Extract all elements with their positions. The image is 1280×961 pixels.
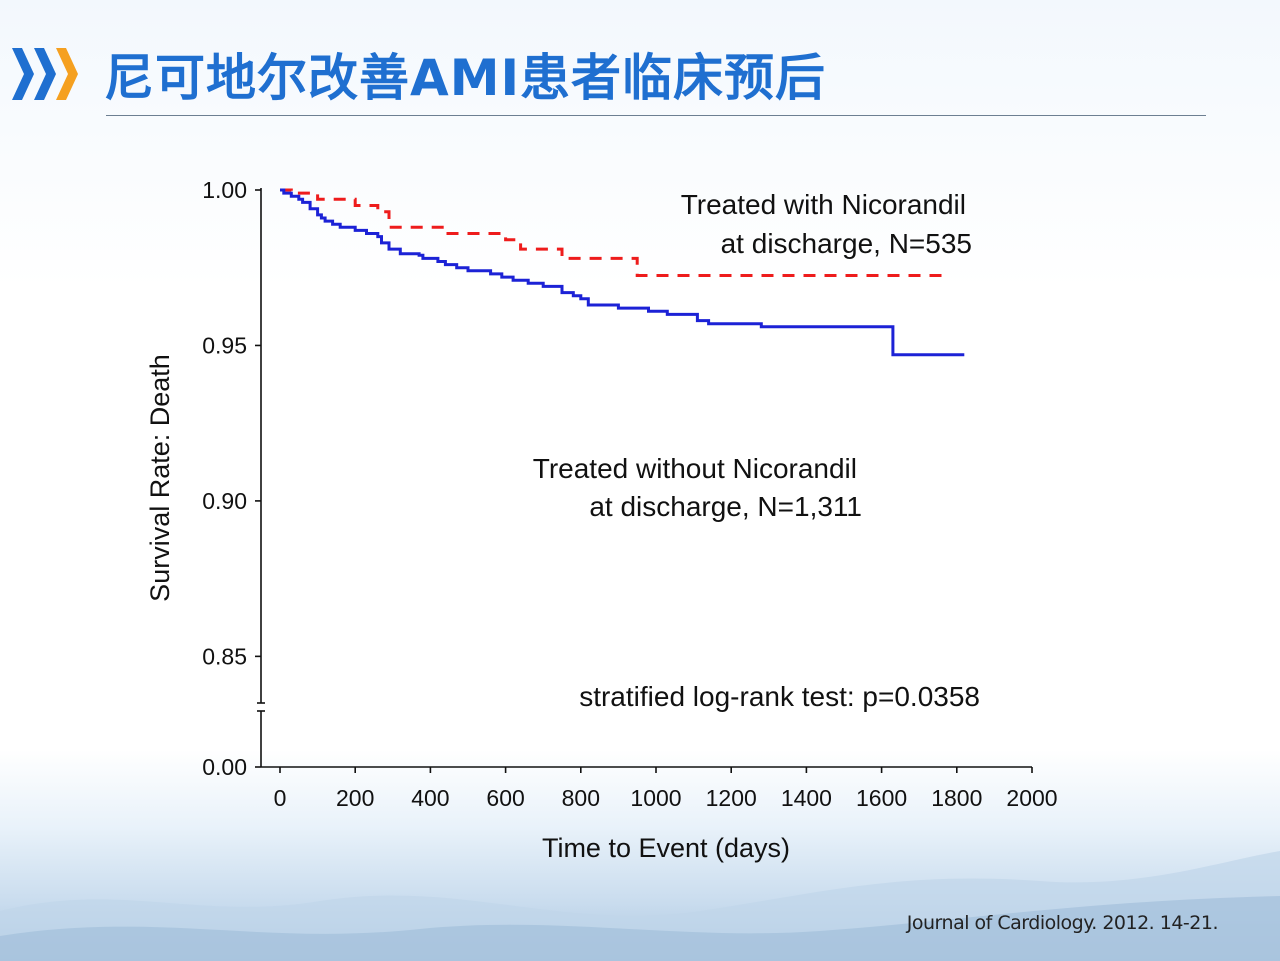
y-tick-label: 0.95 — [202, 332, 247, 358]
title-bar: 尼可地尔改善AMI患者临床预后 — [10, 38, 826, 110]
y-tick-label: 1.00 — [202, 177, 247, 203]
series-label-without-nicorandil: Treated without Nicorandil — [533, 453, 857, 484]
x-tick-label: 800 — [562, 785, 600, 811]
x-tick-label: 200 — [336, 785, 374, 811]
x-tick-label: 1400 — [781, 785, 832, 811]
series-with-nicorandil-line — [280, 188, 950, 277]
mountain-decoration — [0, 851, 1280, 961]
series-label-without-nicorandil: at discharge, N=1,311 — [589, 491, 862, 522]
x-tick-label: 1600 — [856, 785, 907, 811]
series-without-nicorandil-line — [280, 188, 965, 357]
chevron-right-icon — [56, 48, 78, 100]
citation: Journal of Cardiology. 2012. 14-21. — [906, 912, 1219, 934]
x-tick-label: 2000 — [1006, 785, 1057, 811]
x-tick-label: 1800 — [931, 785, 982, 811]
x-tick-label: 600 — [486, 785, 524, 811]
axes: 1.00 0.95 0.90 0.85 0.00 0 200 400 600 800 1000 120… — [145, 177, 1058, 863]
chevron-right-icon — [34, 48, 56, 100]
y-tick-label: 0.90 — [202, 488, 247, 514]
y-tick-label: 0.00 — [202, 754, 247, 780]
labels-layer: Treated with Nicorandil at discharge, N=5… — [533, 189, 980, 712]
chevron-icon-group — [10, 42, 78, 106]
page-title: 尼可地尔改善AMI患者临床预后 — [104, 49, 827, 107]
log-rank-annotation: stratified log-rank test: p=0.0358 — [579, 681, 980, 712]
y-axis-label: Survival Rate: Death — [145, 354, 175, 602]
series-layer — [280, 188, 965, 357]
x-tick-label: 0 — [274, 785, 287, 811]
series-label-with-nicorandil: at discharge, N=535 — [721, 228, 972, 259]
x-tick-label: 1000 — [630, 785, 681, 811]
y-tick-label: 0.85 — [202, 643, 247, 669]
chevron-right-icon — [12, 48, 34, 100]
x-tick-label: 1200 — [706, 785, 757, 811]
series-label-with-nicorandil: Treated with Nicorandil — [681, 189, 966, 220]
x-tick-label: 400 — [411, 785, 449, 811]
x-axis-label: Time to Event (days) — [542, 833, 790, 863]
title-divider — [106, 115, 1206, 116]
